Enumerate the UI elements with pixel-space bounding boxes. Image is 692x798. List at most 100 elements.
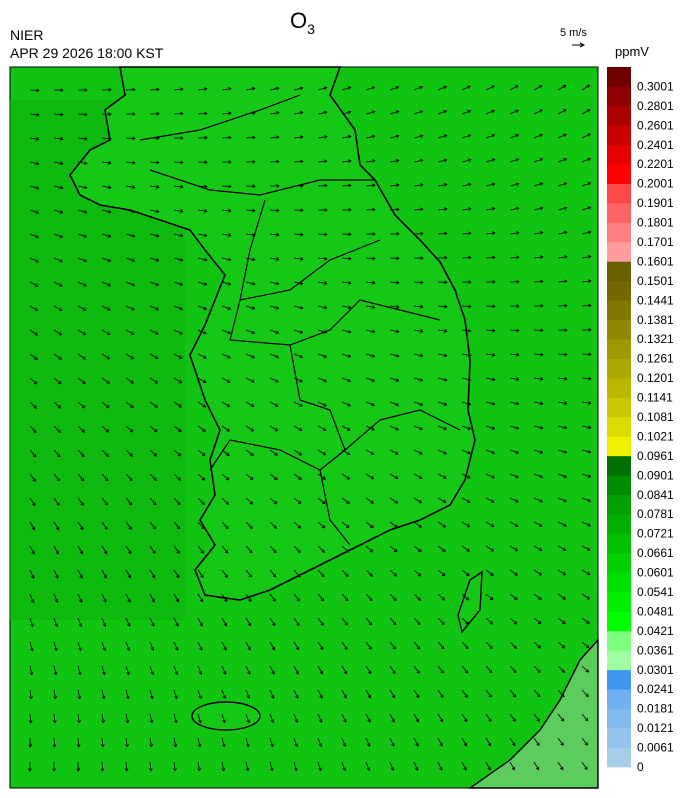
wind-arrow [461, 665, 469, 674]
wind-arrow [413, 304, 424, 309]
wind-arrow [557, 641, 566, 649]
colorbar-label: 0.1441 [637, 293, 674, 307]
wind-arrow [509, 497, 519, 503]
wind-arrow [101, 209, 112, 214]
wind-arrow [581, 279, 592, 284]
wind-arrow [341, 569, 349, 578]
wind-arrow [365, 449, 375, 455]
wind-arrow [197, 449, 206, 457]
wind-arrow [293, 545, 301, 554]
wind-arrow [29, 377, 38, 385]
wind-arrow [389, 497, 399, 504]
wind-arrow [317, 641, 324, 651]
wind-arrow [485, 641, 493, 650]
wind-arrow [269, 111, 280, 115]
wind-arrow [365, 641, 372, 650]
wind-arrow [269, 737, 274, 748]
wind-arrow [317, 593, 325, 602]
wind-arrow [557, 206, 568, 211]
wind-arrow [221, 281, 232, 286]
wind-arrow [221, 377, 231, 383]
wind-arrow [413, 329, 424, 333]
wind-arrow [269, 569, 277, 578]
wind-arrow [221, 449, 230, 456]
wind-arrow [197, 377, 207, 383]
wind-arrow [509, 737, 516, 747]
wind-arrow [293, 761, 298, 772]
wind-arrow [485, 521, 495, 527]
wind-arrow [29, 137, 40, 141]
wind-arrow [149, 329, 159, 335]
wind-arrow [101, 473, 109, 482]
wind-arrow [245, 473, 254, 481]
wind-arrow [221, 521, 229, 530]
wind-arrow [341, 665, 348, 675]
colorbar-label: 0.0661 [637, 546, 674, 560]
wind-arrow [437, 134, 448, 139]
wind-arrow [557, 521, 567, 527]
wind-arrow [221, 617, 227, 627]
wind-arrow [173, 160, 184, 165]
wind-arrow [173, 449, 182, 457]
wind-arrow [173, 425, 182, 432]
wind-arrow [125, 257, 136, 262]
colorbar-label: 0.2801 [637, 99, 674, 113]
wind-arrow [365, 593, 373, 602]
colorbar-segment [607, 553, 631, 573]
colorbar-segment [607, 417, 631, 437]
wind-arrow [77, 401, 86, 409]
wind-arrow [149, 497, 157, 506]
wind-arrow [53, 521, 60, 531]
wind-arrow [76, 761, 81, 772]
wind-arrow [437, 473, 447, 479]
wind-arrow [581, 641, 590, 649]
wind-arrow [413, 617, 421, 626]
wind-arrow [461, 449, 472, 455]
wind-arrow [365, 761, 371, 772]
wind-arrow [293, 641, 300, 651]
wind-arrow [365, 110, 376, 115]
wind-arrow [29, 665, 34, 676]
wind-arrow [245, 497, 254, 505]
wind-arrow [125, 521, 132, 530]
wind-arrow [221, 184, 232, 189]
wind-arrow [389, 134, 400, 139]
wind-arrow [365, 545, 374, 553]
wind-arrow [533, 279, 544, 284]
wind-arrow [557, 133, 567, 139]
wind-arrow [173, 233, 184, 238]
wind-arrow [293, 569, 301, 578]
wind-arrow [197, 353, 207, 359]
map [9, 66, 599, 789]
colorbar-segment [607, 669, 631, 690]
wind-arrow [581, 497, 592, 503]
wind-arrow [581, 109, 591, 115]
wind-arrow [221, 689, 227, 700]
wind-arrow [437, 689, 444, 699]
wind-arrow [197, 425, 206, 432]
wind-arrow [173, 665, 179, 676]
wind-arrow [365, 134, 376, 139]
wind-arrow [365, 159, 376, 163]
wind-arrow [269, 257, 280, 261]
wind-arrow [413, 85, 424, 91]
wind-arrow [197, 713, 202, 724]
colorbar-label: 0.1081 [637, 410, 674, 424]
wind-arrow [557, 497, 568, 503]
wind-arrow [293, 521, 302, 529]
wind-arrow [437, 329, 448, 333]
wind-arrow [101, 569, 107, 579]
wind-arrow [389, 593, 397, 602]
wind-arrow [413, 280, 424, 285]
wind-arrow [53, 377, 62, 385]
wind-arrow [485, 473, 495, 479]
wind-arrow [341, 449, 351, 455]
wind-arrow [53, 185, 64, 190]
wind-arrow [485, 279, 496, 284]
colorbar-segment [607, 319, 631, 340]
wind-arrow [413, 569, 422, 577]
wind-arrow [533, 230, 544, 235]
wind-arrow [197, 641, 203, 651]
wind-arrow [101, 401, 110, 409]
wind-arrow [149, 569, 156, 579]
